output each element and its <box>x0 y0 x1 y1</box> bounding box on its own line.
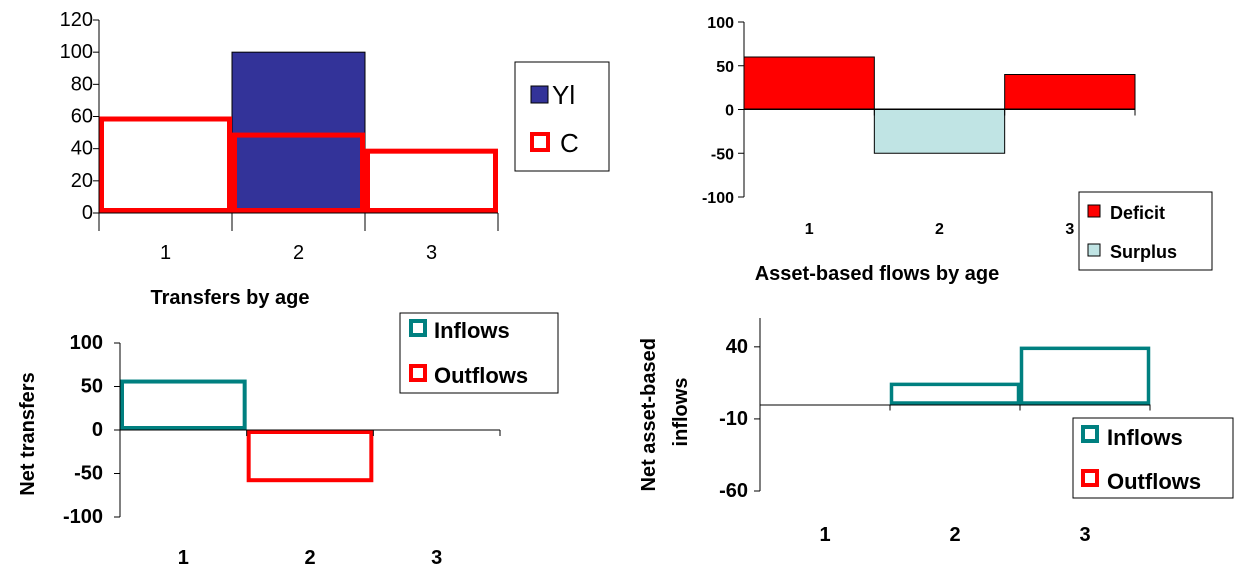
y-tick-label: -100 <box>702 190 734 207</box>
y-tick-label: -10 <box>719 408 748 430</box>
legend: Inflows Outflows <box>399 312 559 394</box>
legend: Deficit Surplus <box>1078 191 1213 271</box>
x-tick-label: 1 <box>160 242 171 264</box>
y-tick-label: 40 <box>726 336 748 358</box>
bar-deficit-3 <box>1004 74 1136 110</box>
y-tick-label: -60 <box>719 480 748 502</box>
x-tick-label: 3 <box>1065 221 1074 238</box>
legend-swatch-c <box>530 132 550 152</box>
y-tick-label: 80 <box>71 73 93 95</box>
chart-transfers: Transfers by age -100 -50 0 50 100 1 2 3 Net t… <box>17 287 559 569</box>
x-tick-label: 2 <box>293 242 304 264</box>
legend-box <box>1078 191 1213 271</box>
chart-asset-inflows: -60 -10 40 1 2 3 Net asset-based inflows Inf… <box>638 318 1234 546</box>
y-tick-label: 100 <box>707 15 734 32</box>
legend-label-outflows: Outflows <box>1107 469 1201 494</box>
x-axis-title: Asset-based flows by age <box>755 263 1000 285</box>
bar-c-1 <box>99 116 232 213</box>
x-tick-label: 3 <box>1079 524 1090 546</box>
y-axis-title: Net asset-based inflows <box>638 333 692 492</box>
y-tick-label: 100 <box>70 332 103 354</box>
legend-swatch-inflows <box>409 319 427 337</box>
bar-c-2 <box>232 132 365 213</box>
y-tick-label: -50 <box>74 463 103 485</box>
legend-label-yl: Yl <box>552 80 575 110</box>
legend: Yl C <box>514 61 610 172</box>
legend-swatch-outflows <box>409 364 427 382</box>
bar-inflows-3 <box>1019 346 1151 405</box>
bar-inflows-1 <box>120 379 247 431</box>
legend-swatch-deficit <box>1087 204 1101 218</box>
legend-swatch-surplus <box>1087 243 1101 257</box>
bar-deficit-1 <box>743 56 875 110</box>
y-tick-label: 20 <box>71 170 93 192</box>
legend-label-outflows: Outflows <box>434 363 528 388</box>
y-tick-label: 50 <box>716 59 734 76</box>
chart-deficit-surplus: -100 -50 0 50 100 1 2 3 Asset-based flows by a… <box>702 15 1213 285</box>
bar-c-3 <box>365 148 498 214</box>
legend-swatch-yl <box>530 85 549 104</box>
y-tick-label: 50 <box>81 376 103 398</box>
y-tick-label: 40 <box>71 138 93 160</box>
y-axis-title-line-2: inflows <box>670 378 692 447</box>
y-tick-label: 0 <box>92 419 103 441</box>
x-tick-label: 1 <box>178 547 189 569</box>
legend-label-c: C <box>560 128 579 158</box>
legend-label-inflows: Inflows <box>1107 425 1183 450</box>
x-tick-label: 3 <box>426 242 437 264</box>
y-tick-label: -50 <box>711 146 734 163</box>
x-tick-label: 2 <box>949 524 960 546</box>
x-tick-label: 3 <box>431 547 442 569</box>
legend-label-surplus: Surplus <box>1110 242 1177 262</box>
bar-outflows-2 <box>246 430 374 483</box>
x-tick-label: 1 <box>819 524 830 546</box>
x-tick-label: 2 <box>304 547 315 569</box>
y-tick-label: 0 <box>82 202 93 224</box>
y-tick-label: 0 <box>725 103 734 120</box>
legend-label-inflows: Inflows <box>434 318 510 343</box>
y-tick-label: -100 <box>63 506 103 528</box>
chart-title: Transfers by age <box>151 287 310 309</box>
chart-yl-c: 0 20 40 60 80 100 120 1 2 3 Yl C <box>60 9 610 264</box>
legend-label-deficit: Deficit <box>1110 203 1165 223</box>
x-tick-label: 2 <box>935 221 944 238</box>
legend: Inflows Outflows <box>1072 417 1234 499</box>
legend-box <box>514 61 610 172</box>
x-tick-label: 1 <box>805 221 814 238</box>
legend-swatch-inflows <box>1081 425 1099 443</box>
legend-swatch-outflows <box>1081 469 1099 487</box>
bar-surplus-2 <box>873 109 1006 154</box>
y-tick-label: 120 <box>60 9 93 31</box>
y-axis-title-line-1: Net asset-based <box>638 338 660 491</box>
legend-box <box>1072 417 1234 499</box>
bar-inflows-2 <box>889 382 1021 405</box>
y-tick-label: 60 <box>71 106 93 128</box>
y-axis-title: Net transfers <box>17 372 39 495</box>
y-tick-label: 100 <box>60 41 93 63</box>
